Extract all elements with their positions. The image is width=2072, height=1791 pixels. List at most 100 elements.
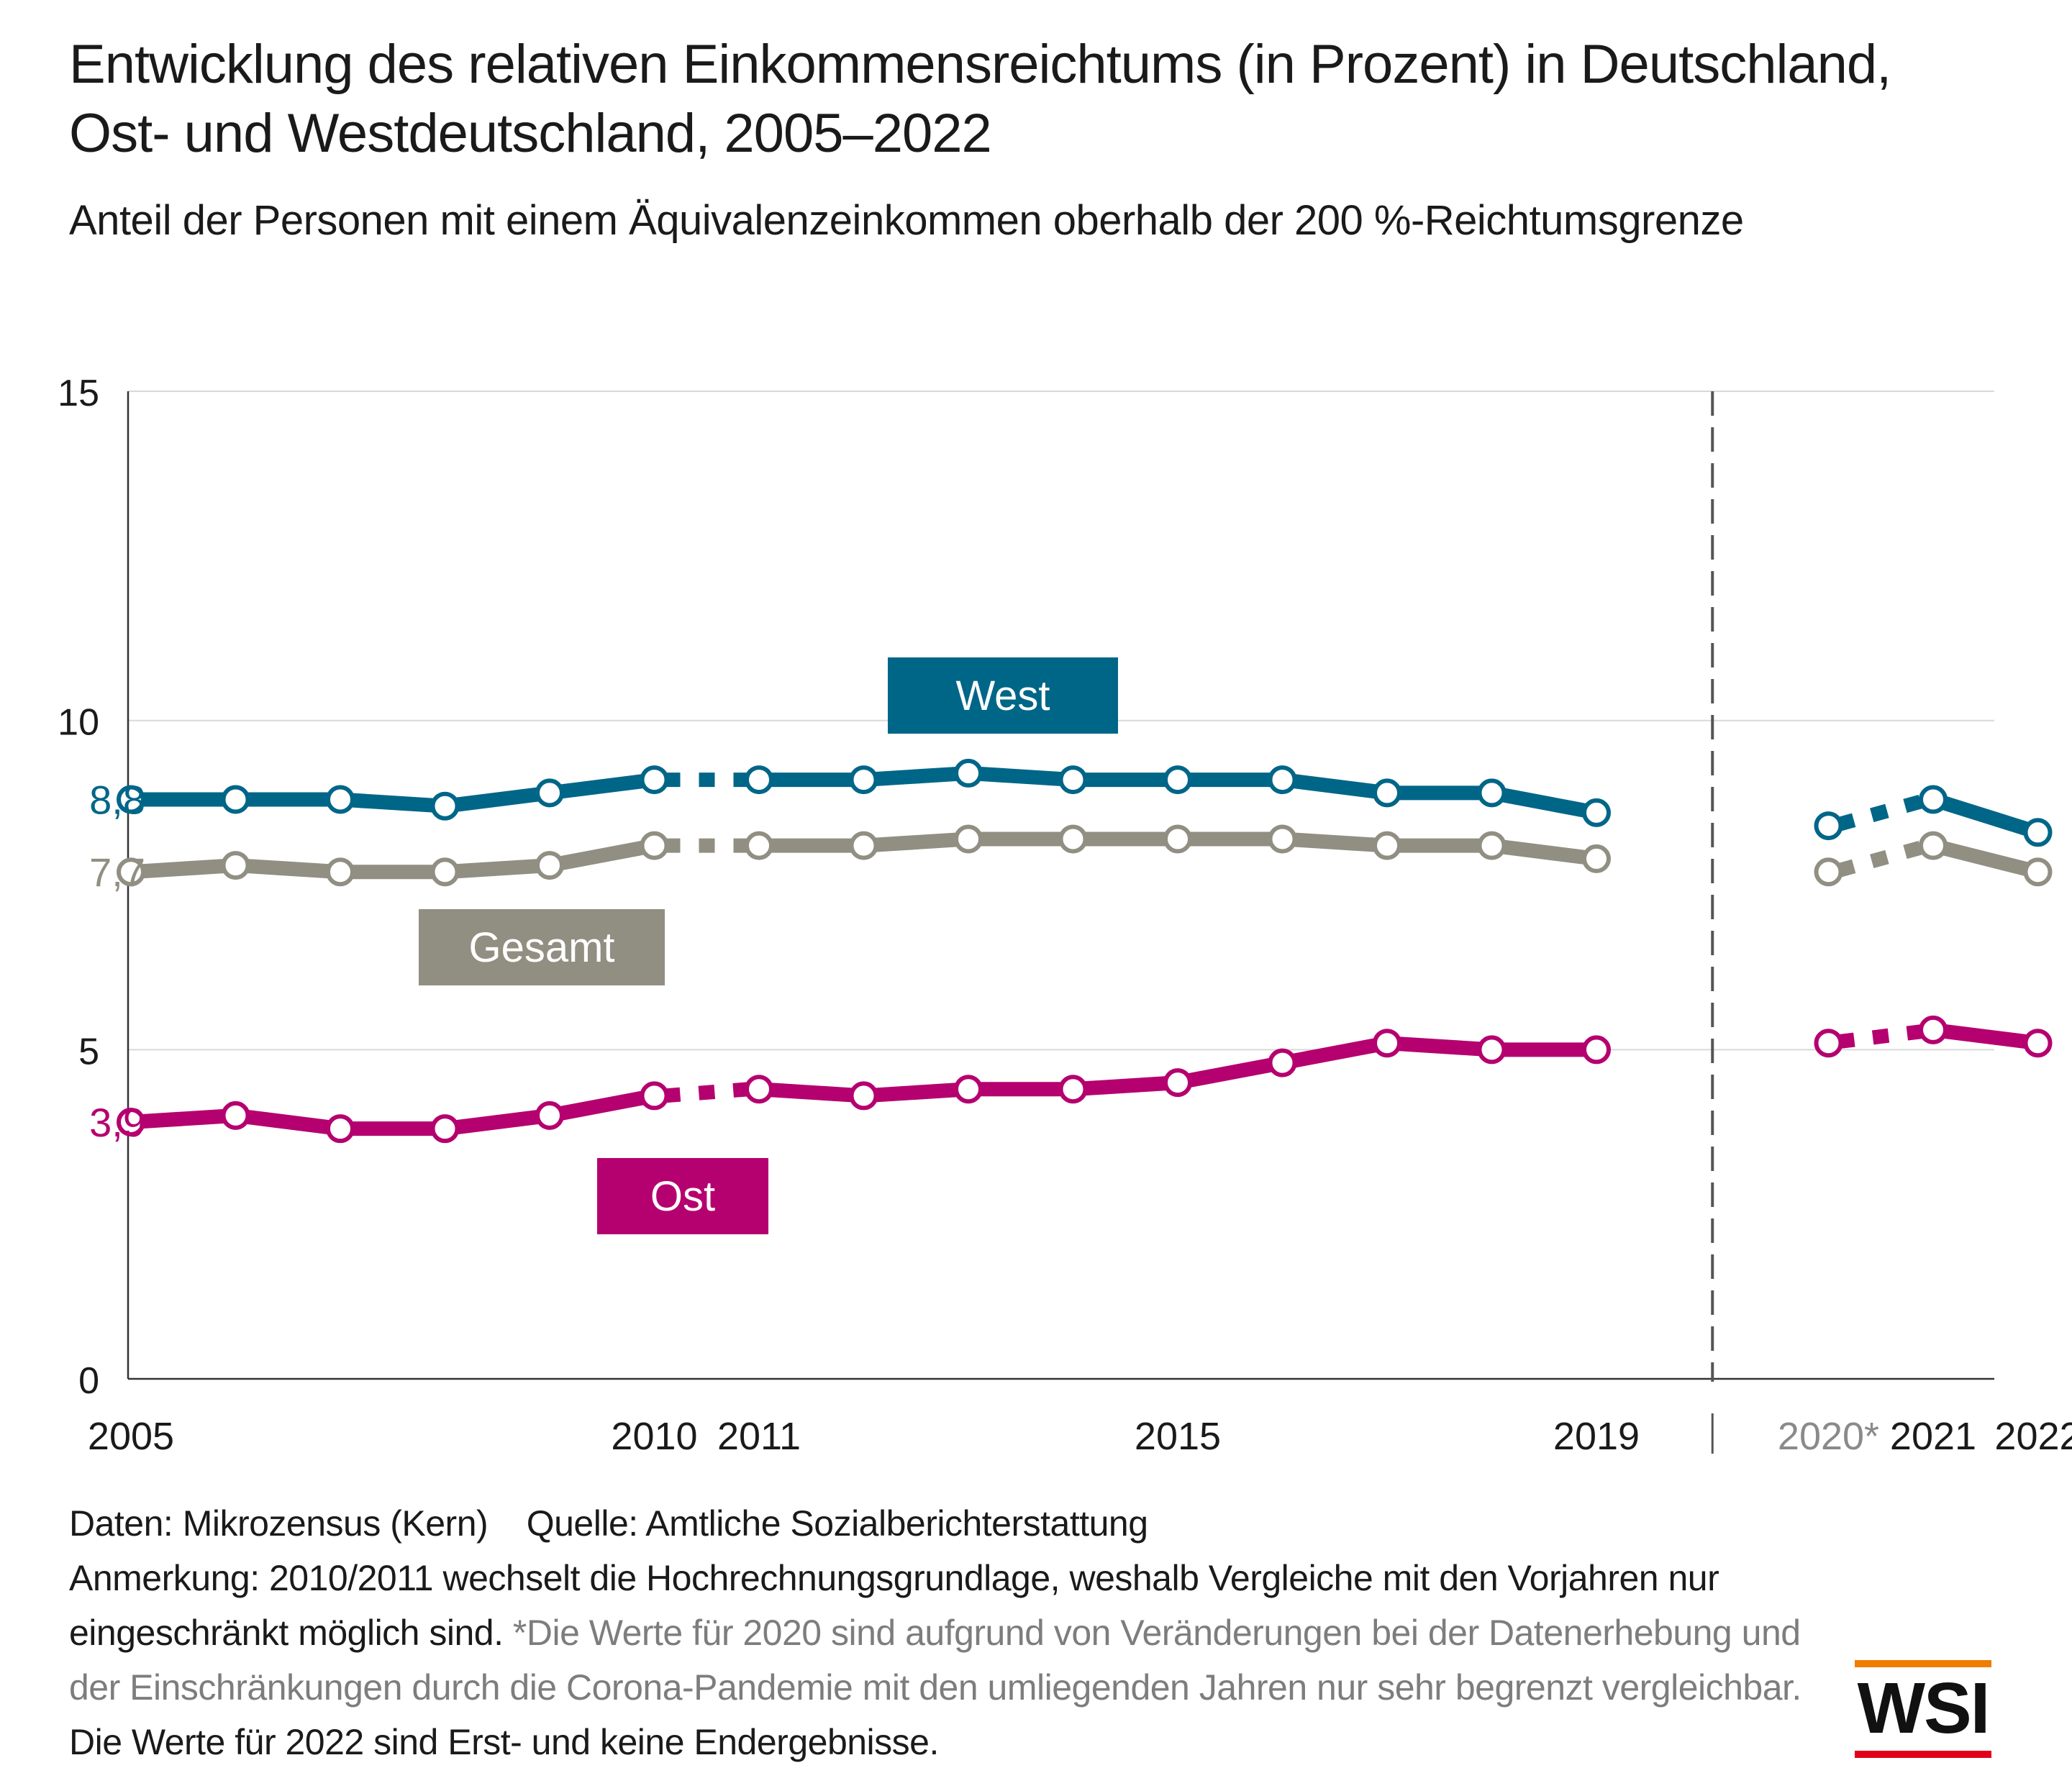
legend-box-ost [597,1158,768,1234]
data-point-gesamt-2006 [221,851,250,880]
note-2020: *Die Werte für 2020 sind aufgrund von Ve… [69,1613,1801,1708]
legend-label-ost: Ost [650,1173,715,1220]
y-tick-label-15: 15 [58,373,99,414]
series-gesamt-line-2005-2010 [124,838,662,880]
series-ost-dashed-2010-2011 [663,1082,750,1103]
chart-subtitle: Anteil der Personen mit einem Äquivalenz… [69,197,1744,244]
publisher-source: Quelle: Amtliche Sozialberichterstattung [526,1503,1148,1544]
data-source: Daten: Mikrozensus (Kern) [69,1503,489,1544]
data-point-west-2011 [745,765,773,795]
data-point-west-2019 [1582,798,1611,827]
data-point-ost-2015 [1163,1068,1192,1098]
data-point-west-2018 [1477,778,1507,808]
source-line: Daten: Mikrozensus (Kern) Quelle: Amtlic… [69,1496,1853,1551]
note-paragraph: Anmerkung: 2010/2011 wechselt die Hochre… [69,1551,1853,1769]
chart-title: Entwicklung des relativen Einkommensreic… [69,34,1891,164]
legend-label-gesamt: Gesamt [468,924,614,971]
x-tick-label-2005: 2005 [88,1415,174,1458]
data-point-west-2016 [1268,765,1297,795]
data-point-ost-2022 [2023,1029,2053,1058]
logo-bottom-bar [1855,1751,1991,1758]
logo-top-bar [1855,1660,1991,1667]
data-point-gesamt-2014 [1058,824,1088,854]
series-ost-line-2005-2010 [124,1088,662,1136]
y-tick-label-10: 10 [58,702,99,744]
data-point-gesamt-2020 [1814,857,1843,887]
data-point-gesamt-2016 [1268,824,1297,854]
data-point-ost-2021 [1919,1015,1948,1044]
data-point-gesamt-2015 [1163,824,1192,854]
data-point-west-2015 [1163,765,1192,795]
series-gesamt-line-2021-2022 [1926,838,2045,880]
wsi-logo: WSI [1855,1660,1991,1759]
data-point-west-2010 [640,765,669,795]
data-point-west-2009 [535,778,564,808]
data-point-ost-2007 [326,1114,355,1144]
data-point-gesamt-2022 [2023,857,2053,887]
x-tick-label-2011: 2011 [717,1415,801,1458]
data-point-west-2008 [430,791,460,821]
data-point-ost-2012 [849,1081,878,1111]
logo-text: WSI [1857,1668,1991,1749]
start-value-label-west: 8,8 [89,778,145,823]
y-tick-label-0: 0 [78,1360,99,1402]
data-point-west-2021 [1919,785,1948,814]
data-point-west-2017 [1373,778,1401,808]
data-point-ost-2013 [954,1075,983,1104]
series-ost [117,1015,2053,1144]
axis-layer: 0 5 10 15 2005 2010 2011 2015 2019 2020* 2021 2022 [58,373,2072,1458]
legend-label-west: West [955,673,1050,719]
data-point-ost-2011 [745,1075,773,1104]
data-point-west-2022 [2023,818,2053,847]
data-point-gesamt-2017 [1373,831,1401,860]
series-ost-line-2021-2022 [1926,1022,2045,1051]
data-point-ost-2006 [221,1100,250,1130]
data-point-west-2014 [1058,765,1088,795]
start-value-label-ost: 3,9 [89,1100,145,1145]
series-ost-dashed-2020-2021 [1837,1024,1925,1049]
x-tick-label-2020: 2020* [1778,1415,1879,1458]
data-point-gesamt-2021 [1919,831,1948,860]
series-gesamt [117,824,2053,887]
legend-box-west [888,657,1118,734]
series-layer [117,758,2053,1144]
data-point-ost-2016 [1268,1048,1297,1077]
data-point-gesamt-2012 [849,831,878,860]
footnotes: Daten: Mikrozensus (Kern) Quelle: Amtlic… [69,1496,1853,1769]
data-point-gesamt-2007 [326,857,355,887]
data-point-gesamt-2013 [954,824,983,854]
data-point-gesamt-2008 [430,857,460,887]
series-west-dashed-2020-2021 [1836,793,1925,831]
data-point-ost-2017 [1373,1029,1401,1058]
data-point-ost-2010 [640,1081,669,1111]
data-point-west-2005 [117,785,145,814]
data-point-gesamt-2019 [1582,844,1611,873]
data-point-gesamt-2005 [117,857,145,887]
data-point-gesamt-2010 [640,831,669,860]
data-point-ost-2019 [1582,1035,1611,1065]
data-point-gesamt-2011 [745,831,773,860]
start-value-label-gesamt: 7,7 [89,849,145,895]
legend-box-gesamt [419,909,665,985]
x-tick-label-2021: 2021 [1890,1415,1976,1458]
note-2022: Die Werte für 2022 sind Erst- und keine … [69,1722,939,1762]
data-point-ost-2014 [1058,1075,1088,1104]
x-tick-label-2022: 2022 [1994,1415,2072,1458]
x-tick-label-2015: 2015 [1135,1415,1221,1458]
data-point-west-2013 [954,758,983,788]
data-point-west-2007 [326,785,355,814]
x-tick-label-2019: 2019 [1553,1415,1640,1458]
data-point-gesamt-2018 [1477,831,1507,860]
y-tick-label-5: 5 [78,1031,99,1072]
data-point-ost-2005 [117,1108,145,1137]
data-point-ost-2008 [430,1114,460,1144]
data-point-gesamt-2009 [535,851,564,880]
note-methodology: Anmerkung: 2010/2011 wechselt die Hochre… [69,1558,1719,1653]
x-tick-label-2010: 2010 [611,1415,697,1458]
data-point-ost-2018 [1477,1035,1507,1065]
data-point-ost-2020 [1814,1029,1843,1058]
series-west [117,758,2053,847]
data-point-west-2012 [849,765,878,795]
